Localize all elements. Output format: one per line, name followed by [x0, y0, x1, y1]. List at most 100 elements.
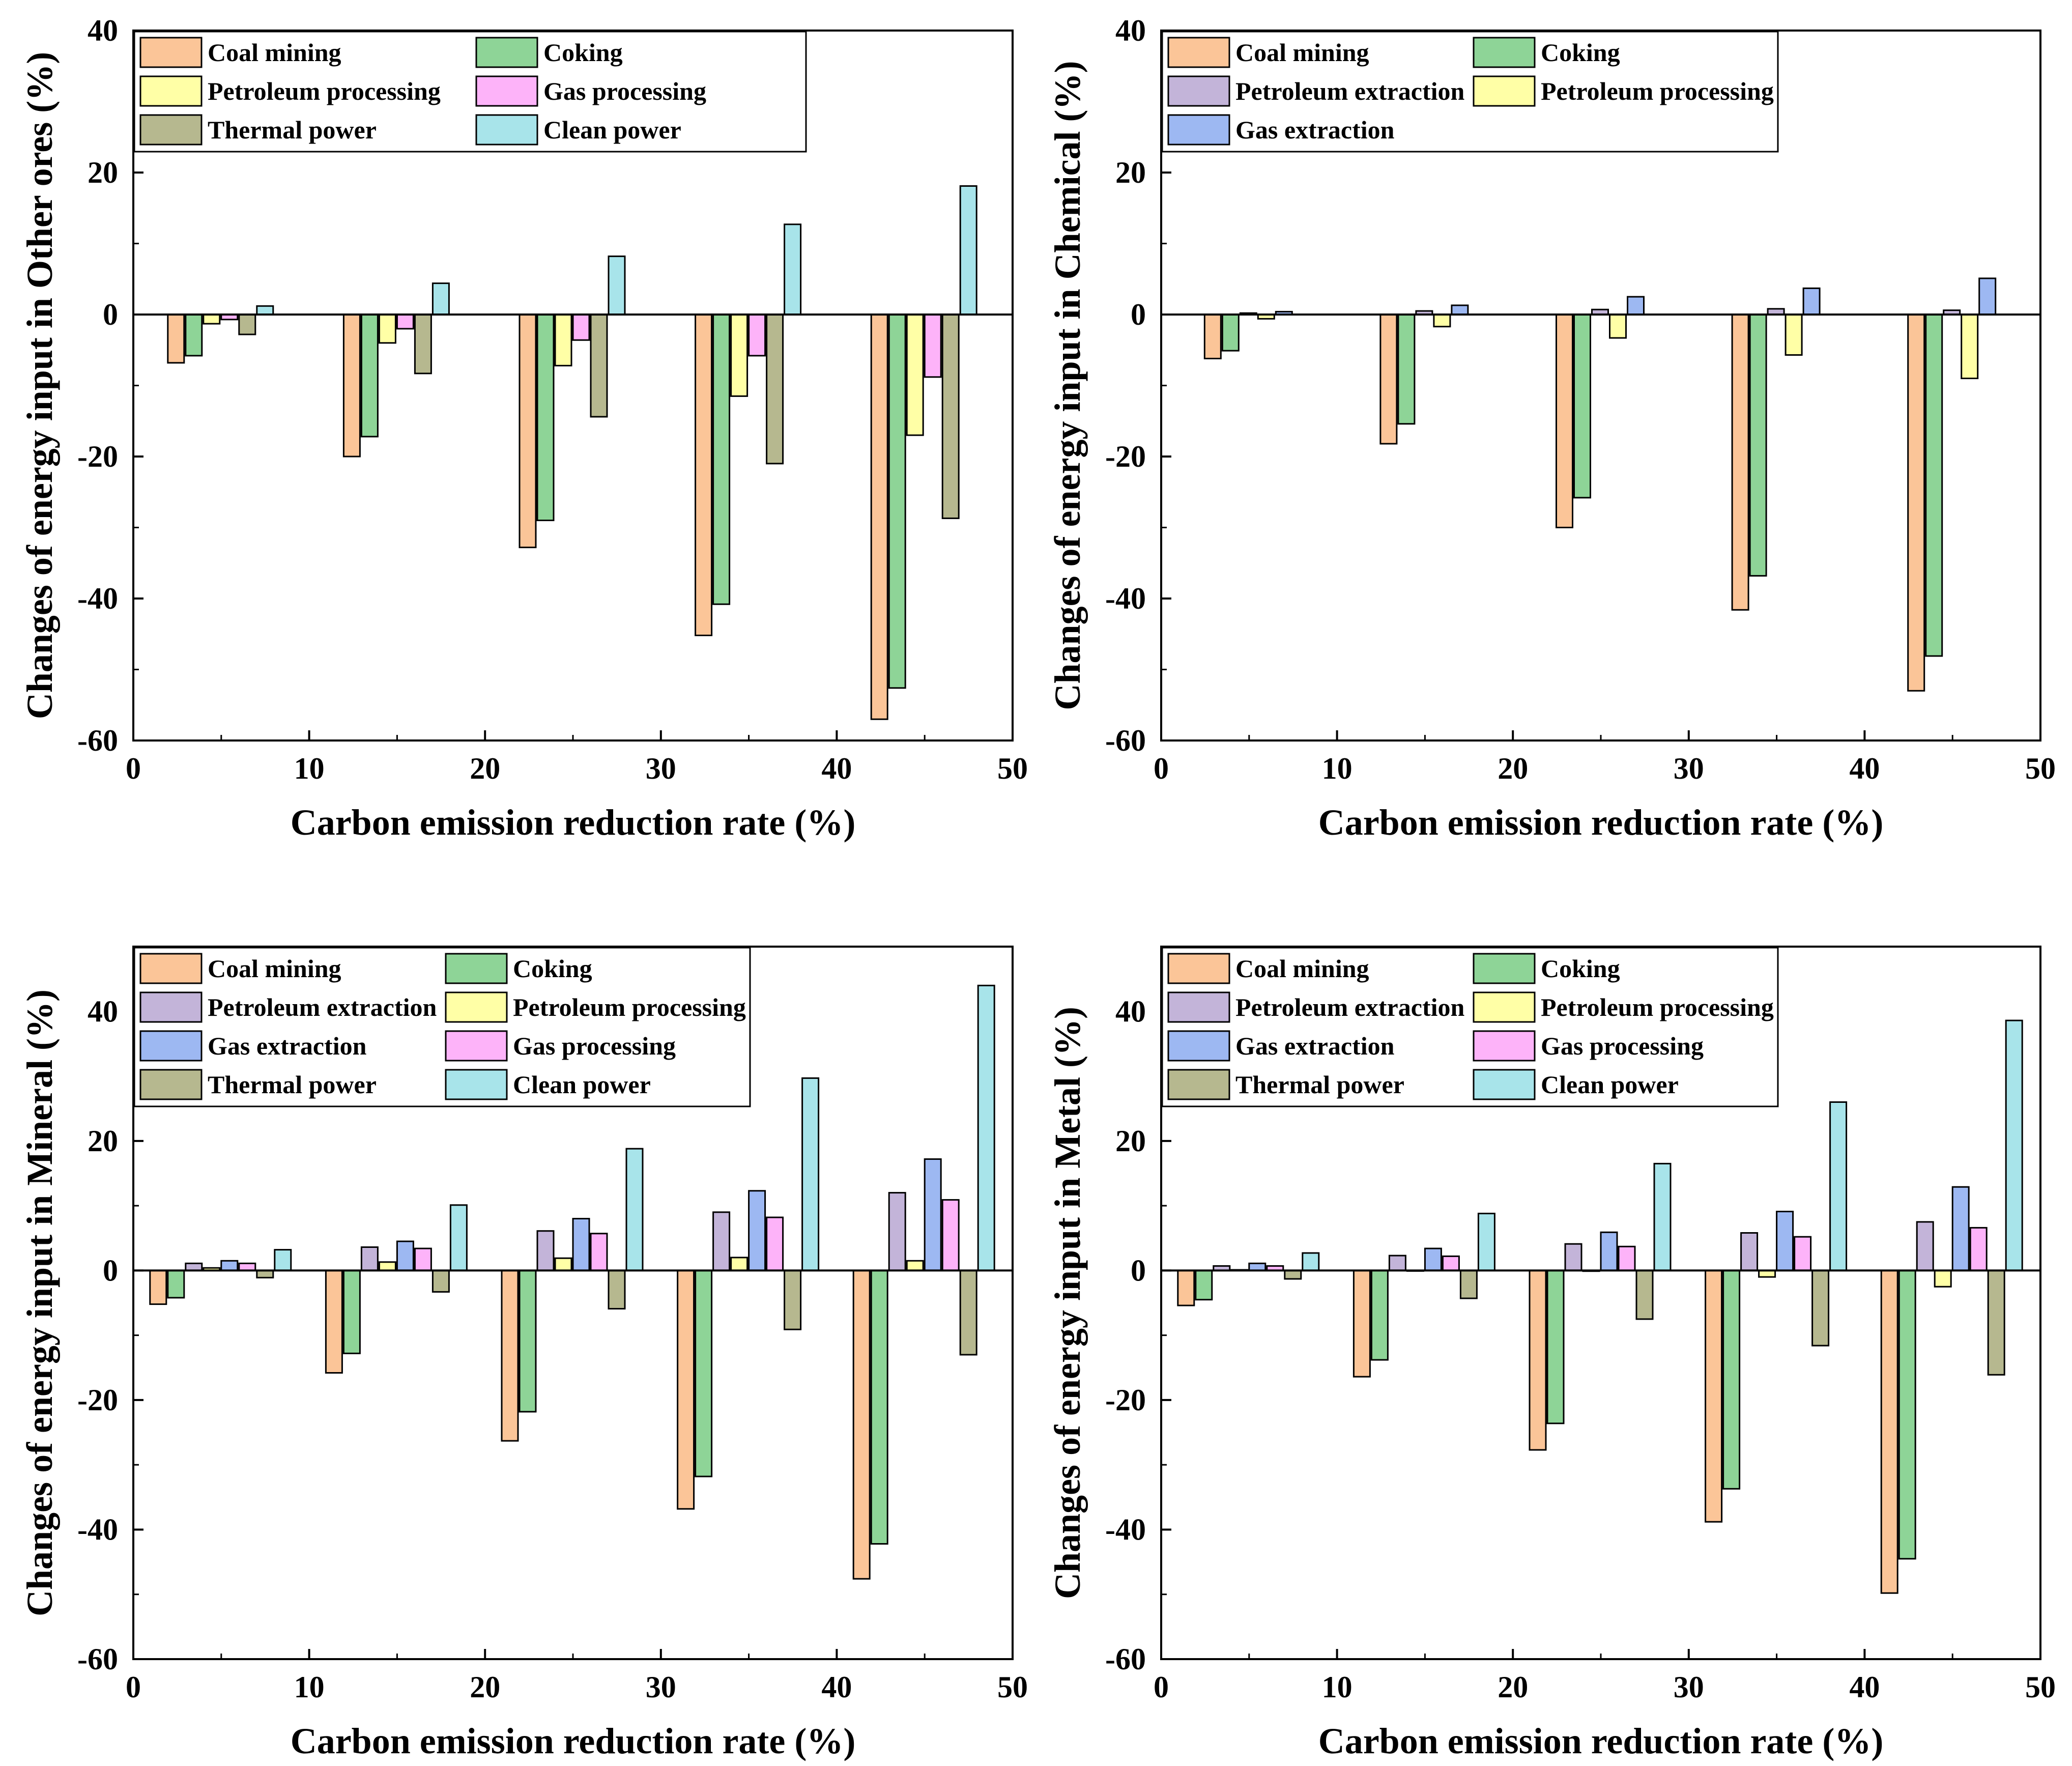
- bar-petroleum-processing-5: [203, 314, 221, 325]
- legend-label-thermal-power: Thermal power: [208, 1070, 377, 1099]
- x-tick-label: 10: [1322, 752, 1352, 785]
- legend: Coal mining Coking Petroleum processing Gas…: [133, 31, 807, 153]
- legend-swatch-petroleum-extraction: [1167, 991, 1230, 1023]
- legend-swatch-coking: [445, 953, 508, 984]
- y-tick-label: 40: [88, 994, 118, 1028]
- bar-coking-35: [1749, 314, 1767, 577]
- legend-label-petroleum-extraction: Petroleum extraction: [1235, 993, 1464, 1021]
- legend-label-gas-processing: Gas processing: [513, 1032, 676, 1060]
- bar-coking-15: [1370, 1269, 1389, 1361]
- x-tick-label: 40: [1849, 1670, 1880, 1704]
- bar-coking-15: [342, 1269, 361, 1354]
- bar-gas-extraction-45: [1951, 1186, 1970, 1271]
- y-tick-label: 0: [103, 298, 118, 331]
- bar-petroleum-processing-15: [378, 314, 396, 344]
- y-tick-label: -60: [77, 1642, 118, 1676]
- legend-swatch-coking: [475, 37, 538, 68]
- bar-petroleum-processing-15: [378, 1261, 396, 1271]
- bar-gas-processing-45: [924, 314, 942, 378]
- bar-gas-extraction-15: [1451, 304, 1469, 316]
- bar-petroleum-processing-45: [906, 314, 924, 436]
- y-tick-label: -60: [1105, 724, 1146, 757]
- bar-gas-processing-35: [748, 314, 766, 357]
- x-tick-label: 0: [1154, 752, 1169, 785]
- bar-coal-mining-15: [1352, 1269, 1371, 1378]
- bar-coal-mining-5: [1203, 314, 1222, 359]
- chart-chemical: 0 10 20 30 40 50 -60 -40 -20 0 20 40 Carbon emission…: [1047, 14, 2056, 843]
- bar-gas-processing-15: [396, 314, 414, 330]
- bar-coking-5: [1221, 314, 1240, 352]
- legend-label-thermal-power: Thermal power: [208, 116, 377, 144]
- bar-coal-mining-45: [1907, 314, 1925, 692]
- y-tick-label: 40: [1115, 14, 1146, 47]
- x-axis-title: Carbon emission reduction rate (%): [291, 802, 856, 843]
- y-tick-label: -20: [77, 440, 118, 473]
- bar-coal-mining-25: [1556, 314, 1573, 528]
- x-tick-label: 20: [1498, 752, 1528, 785]
- legend-label-petroleum-processing: Petroleum processing: [513, 993, 746, 1021]
- bar-clean-power-5: [256, 305, 274, 316]
- y-tick-label: -20: [77, 1383, 118, 1417]
- bar-clean-power-25: [1653, 1162, 1672, 1271]
- bar-thermal-power-25: [608, 1269, 626, 1309]
- legend-swatch-gas-processing: [1473, 1030, 1536, 1062]
- bar-thermal-power-45: [941, 314, 960, 519]
- legend: Coal mining Coking Petroleum extraction Pet…: [133, 947, 751, 1107]
- chart-mineral: 0 10 20 30 40 50 -60 -40 -20 0 20 40 Carbon emission…: [19, 946, 1028, 1761]
- bar-gas-extraction-5: [220, 1260, 239, 1271]
- bar-coking-5: [185, 314, 203, 357]
- x-tick-label: 20: [470, 752, 500, 785]
- legend-swatch-petroleum-extraction: [139, 991, 203, 1023]
- bar-gas-processing-25: [1618, 1245, 1636, 1271]
- bar-gas-extraction-45: [924, 1158, 942, 1271]
- y-tick-label: -60: [77, 724, 118, 757]
- legend-label-gas-extraction: Gas extraction: [1235, 1032, 1395, 1060]
- bar-coking-25: [536, 314, 555, 521]
- bar-petroleum-extraction-15: [360, 1246, 379, 1271]
- bar-clean-power-25: [608, 255, 626, 316]
- bar-gas-processing-35: [1794, 1236, 1812, 1271]
- legend-label-clean-power: Clean power: [1541, 1070, 1679, 1099]
- legend-label-coking: Coking: [543, 38, 623, 67]
- bar-coking-25: [519, 1269, 537, 1413]
- legend-swatch-petroleum-processing: [1473, 991, 1536, 1023]
- bar-coal-mining-25: [1529, 1269, 1547, 1451]
- legend-box: [1161, 947, 1779, 1107]
- bar-petroleum-processing-35: [1785, 314, 1803, 356]
- bar-coal-mining-45: [870, 314, 888, 720]
- bar-gas-extraction-15: [1424, 1247, 1442, 1271]
- legend-label-clean-power: Clean power: [543, 116, 681, 144]
- bar-coal-mining-15: [325, 1269, 343, 1374]
- bar-petroleum-extraction-15: [1388, 1255, 1406, 1271]
- bar-petroleum-extraction-35: [712, 1211, 731, 1271]
- legend-label-gas-extraction: Gas extraction: [208, 1032, 367, 1060]
- x-tick-label: 0: [126, 752, 141, 785]
- bar-coking-5: [1195, 1269, 1213, 1301]
- bar-coal-mining-15: [1379, 314, 1398, 445]
- legend-swatch-thermal-power: [139, 1069, 203, 1100]
- legend-label-coking: Coking: [513, 954, 592, 983]
- bar-petroleum-processing-45: [1961, 314, 1979, 379]
- bar-clean-power-15: [449, 1204, 468, 1271]
- x-tick-label: 10: [294, 1670, 325, 1704]
- x-tick-label: 30: [646, 752, 676, 785]
- x-tick-label: 50: [2025, 1670, 2056, 1704]
- bar-petroleum-processing-35: [730, 1257, 749, 1271]
- legend-label-coking: Coking: [1541, 954, 1620, 983]
- bar-coking-35: [712, 314, 731, 605]
- y-tick-label: 20: [1115, 1124, 1146, 1158]
- x-tick-label: 10: [294, 752, 325, 785]
- bar-petroleum-extraction-5: [185, 1262, 203, 1271]
- legend: Coal mining Coking Petroleum extraction Pet…: [1161, 947, 1779, 1107]
- x-tick-label: 30: [1674, 752, 1704, 785]
- y-tick-label: -40: [77, 1513, 118, 1546]
- legend-box: [1161, 31, 1779, 153]
- bar-thermal-power-15: [414, 314, 432, 375]
- x-axis-title: Carbon emission reduction rate (%): [1318, 1721, 1884, 1761]
- bar-petroleum-processing-15: [1433, 314, 1451, 328]
- bar-clean-power-45: [2005, 1019, 2023, 1271]
- bar-petroleum-processing-25: [554, 1257, 572, 1271]
- legend-label-gas-extraction: Gas extraction: [1235, 116, 1395, 144]
- bar-coal-mining-5: [149, 1269, 167, 1305]
- bar-coal-mining-25: [519, 314, 537, 549]
